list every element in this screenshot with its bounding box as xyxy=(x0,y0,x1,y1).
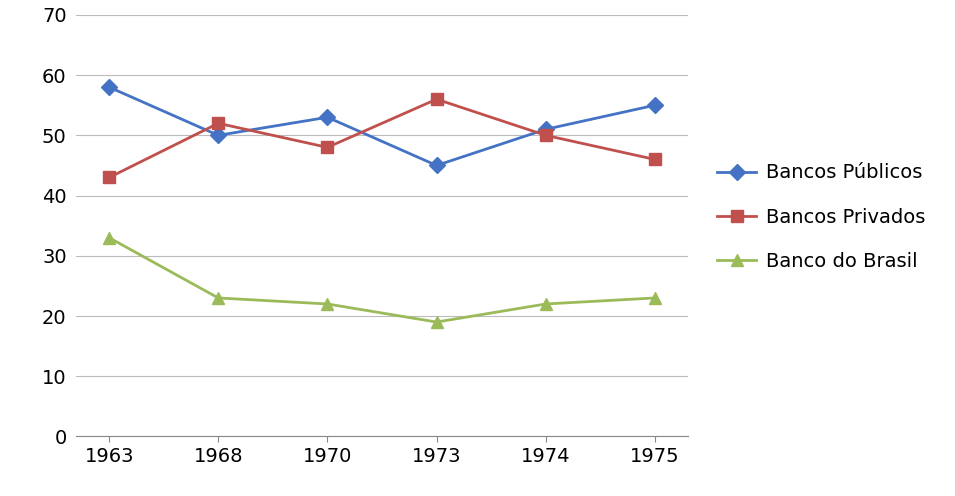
Bancos Públicos xyxy=(213,132,224,138)
Line: Bancos Privados: Bancos Privados xyxy=(103,94,661,183)
Banco do Brasil xyxy=(649,295,661,301)
Bancos Privados xyxy=(103,175,115,181)
Bancos Privados xyxy=(540,132,551,138)
Bancos Públicos xyxy=(540,126,551,132)
Bancos Privados xyxy=(322,144,333,150)
Banco do Brasil xyxy=(213,295,224,301)
Banco do Brasil xyxy=(431,319,442,325)
Bancos Privados xyxy=(431,96,442,102)
Bancos Públicos xyxy=(431,163,442,169)
Bancos Públicos xyxy=(103,84,115,90)
Line: Banco do Brasil: Banco do Brasil xyxy=(103,232,661,327)
Bancos Públicos xyxy=(322,114,333,120)
Line: Bancos Públicos: Bancos Públicos xyxy=(103,82,661,171)
Banco do Brasil xyxy=(540,301,551,307)
Banco do Brasil xyxy=(103,235,115,241)
Bancos Privados xyxy=(213,121,224,126)
Bancos Públicos xyxy=(649,102,661,108)
Banco do Brasil xyxy=(322,301,333,307)
Bancos Privados xyxy=(649,156,661,162)
Legend: Bancos Públicos, Bancos Privados, Banco do Brasil: Bancos Públicos, Bancos Privados, Banco … xyxy=(710,156,933,279)
